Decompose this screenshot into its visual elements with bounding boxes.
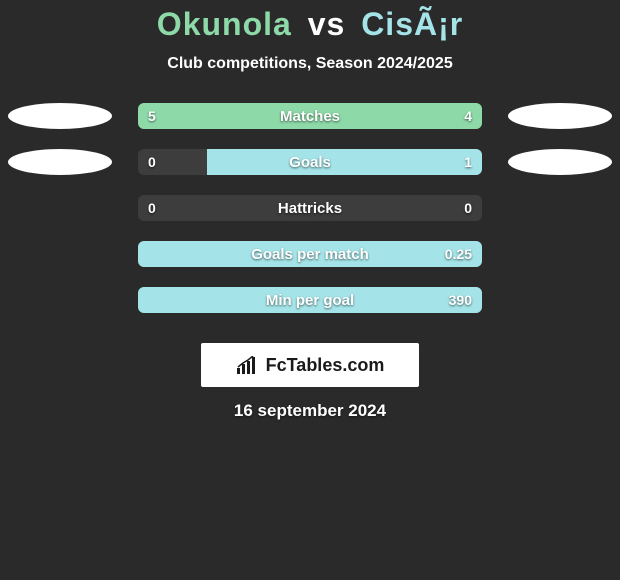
metric-bar-fill bbox=[138, 241, 482, 267]
metric-bar: Goals per match0.25 bbox=[138, 241, 482, 267]
subtitle: Club competitions, Season 2024/2025 bbox=[0, 55, 620, 73]
metric-bar-fill bbox=[138, 103, 482, 129]
date: 16 september 2024 bbox=[0, 401, 620, 421]
metric-ellipse-left bbox=[8, 103, 112, 129]
comparison-card: Okunola vs CisÃ¡r Club competitions, Sea… bbox=[0, 0, 620, 421]
logo-text: FcTables.com bbox=[266, 355, 385, 376]
metric-bar: Matches54 bbox=[138, 103, 482, 129]
title: Okunola vs CisÃ¡r bbox=[0, 6, 620, 43]
metric-bar: Hattricks00 bbox=[138, 195, 482, 221]
metric-bar-bg bbox=[138, 195, 482, 221]
player1-name: Okunola bbox=[157, 6, 292, 42]
metric-bar-fill bbox=[207, 149, 482, 175]
metric-row: Matches54 bbox=[0, 103, 620, 149]
player2-name: CisÃ¡r bbox=[361, 6, 463, 42]
metric-row: Goals per match0.25 bbox=[0, 241, 620, 287]
logo-box[interactable]: FcTables.com bbox=[201, 343, 419, 387]
metric-ellipse-right bbox=[508, 149, 612, 175]
bar-chart-icon bbox=[236, 356, 260, 374]
metric-row: Hattricks00 bbox=[0, 195, 620, 241]
metric-rows: Matches54 Goals01 Hattricks00 Goals per mat… bbox=[0, 103, 620, 333]
metric-bar: Goals01 bbox=[138, 149, 482, 175]
metric-bar-fill bbox=[138, 287, 482, 313]
metric-row: Goals01 bbox=[0, 149, 620, 195]
metric-ellipse-right bbox=[508, 103, 612, 129]
metric-ellipse-left bbox=[8, 149, 112, 175]
metric-row: Min per goal390 bbox=[0, 287, 620, 333]
metric-bar: Min per goal390 bbox=[138, 287, 482, 313]
title-vs: vs bbox=[308, 6, 346, 42]
